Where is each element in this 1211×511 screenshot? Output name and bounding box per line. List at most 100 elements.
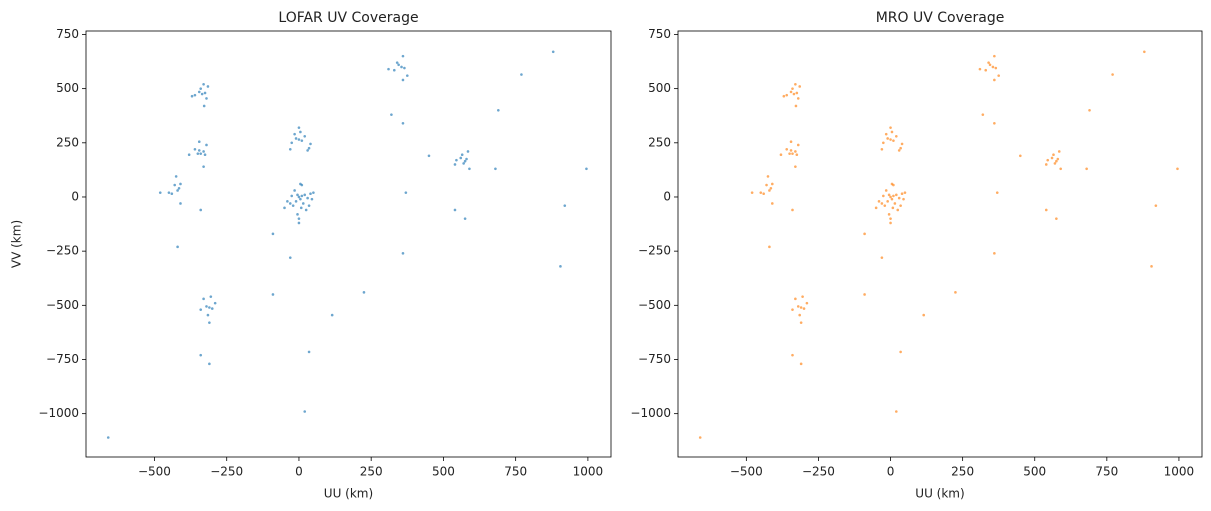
point [993, 78, 996, 82]
point [798, 85, 801, 88]
point [1176, 167, 1179, 171]
point [401, 122, 405, 125]
point [199, 353, 203, 357]
point [397, 63, 400, 67]
point [290, 141, 294, 145]
point [890, 130, 894, 134]
point [984, 68, 988, 72]
point [994, 66, 998, 70]
point [886, 200, 889, 203]
point [988, 63, 992, 67]
point [890, 197, 894, 201]
point [1050, 156, 1054, 160]
point [863, 293, 866, 296]
point [199, 308, 203, 311]
point [293, 189, 296, 192]
x-tick-label: 250 [951, 465, 974, 479]
point [1143, 50, 1146, 54]
point [997, 74, 1000, 77]
x-tick-label: −500 [138, 465, 171, 479]
point [202, 297, 205, 301]
point [453, 208, 457, 212]
point [187, 153, 191, 157]
y-tick-label: 500 [56, 81, 79, 95]
point [1059, 167, 1062, 171]
y-tick-label: 250 [648, 135, 671, 149]
x-tick-label: 500 [432, 465, 455, 479]
point [889, 221, 892, 225]
point [466, 150, 470, 153]
point [296, 193, 299, 197]
point [892, 183, 895, 187]
point [468, 167, 471, 171]
point [197, 90, 201, 94]
point [1111, 73, 1114, 76]
point [306, 149, 309, 152]
point [199, 87, 203, 90]
point [895, 193, 898, 197]
point [779, 153, 783, 157]
point [794, 104, 798, 108]
point [387, 67, 390, 71]
point [798, 313, 801, 317]
point [299, 206, 303, 210]
point [176, 245, 179, 249]
point [791, 353, 794, 357]
point [892, 194, 895, 198]
point [768, 189, 771, 192]
point [884, 132, 888, 136]
point [802, 307, 806, 310]
point [882, 141, 885, 145]
point [1085, 167, 1088, 171]
point [190, 94, 194, 98]
axes-frame [677, 30, 1203, 458]
point [882, 194, 885, 198]
point [303, 135, 307, 138]
point [887, 193, 891, 197]
point [202, 104, 206, 108]
point [993, 54, 996, 58]
point [297, 221, 301, 225]
point [993, 252, 996, 255]
point [762, 192, 765, 196]
y-tick-label: 0 [663, 189, 671, 203]
point [987, 61, 990, 64]
point [310, 197, 314, 201]
chart-title: LOFAR UV Coverage [278, 10, 418, 26]
point [766, 175, 770, 178]
point [792, 92, 796, 96]
point [863, 232, 866, 236]
x-tick-label: 750 [504, 465, 527, 479]
point [390, 113, 393, 116]
point [297, 126, 301, 129]
point [900, 142, 904, 146]
point [1052, 153, 1055, 157]
point [392, 68, 396, 72]
point [401, 252, 405, 255]
point [1154, 204, 1158, 207]
point [459, 156, 463, 160]
point [922, 313, 926, 317]
point [899, 146, 902, 150]
point [750, 191, 754, 194]
y-tick-label: −1000 [630, 406, 671, 420]
x-tick-label: 1000 [573, 465, 604, 479]
point [551, 50, 555, 54]
point [202, 83, 205, 86]
axes-frame [85, 30, 612, 458]
point [563, 204, 567, 207]
point [1056, 157, 1060, 161]
point [895, 410, 898, 413]
point [209, 295, 213, 298]
point [954, 291, 957, 294]
x-tick-label: 1000 [1164, 465, 1195, 479]
point [395, 61, 399, 64]
point [899, 350, 902, 354]
point [303, 410, 307, 413]
x-tick-label: −250 [210, 465, 243, 479]
point [1055, 159, 1058, 163]
point [205, 97, 208, 100]
point [796, 143, 800, 147]
point [765, 183, 768, 187]
